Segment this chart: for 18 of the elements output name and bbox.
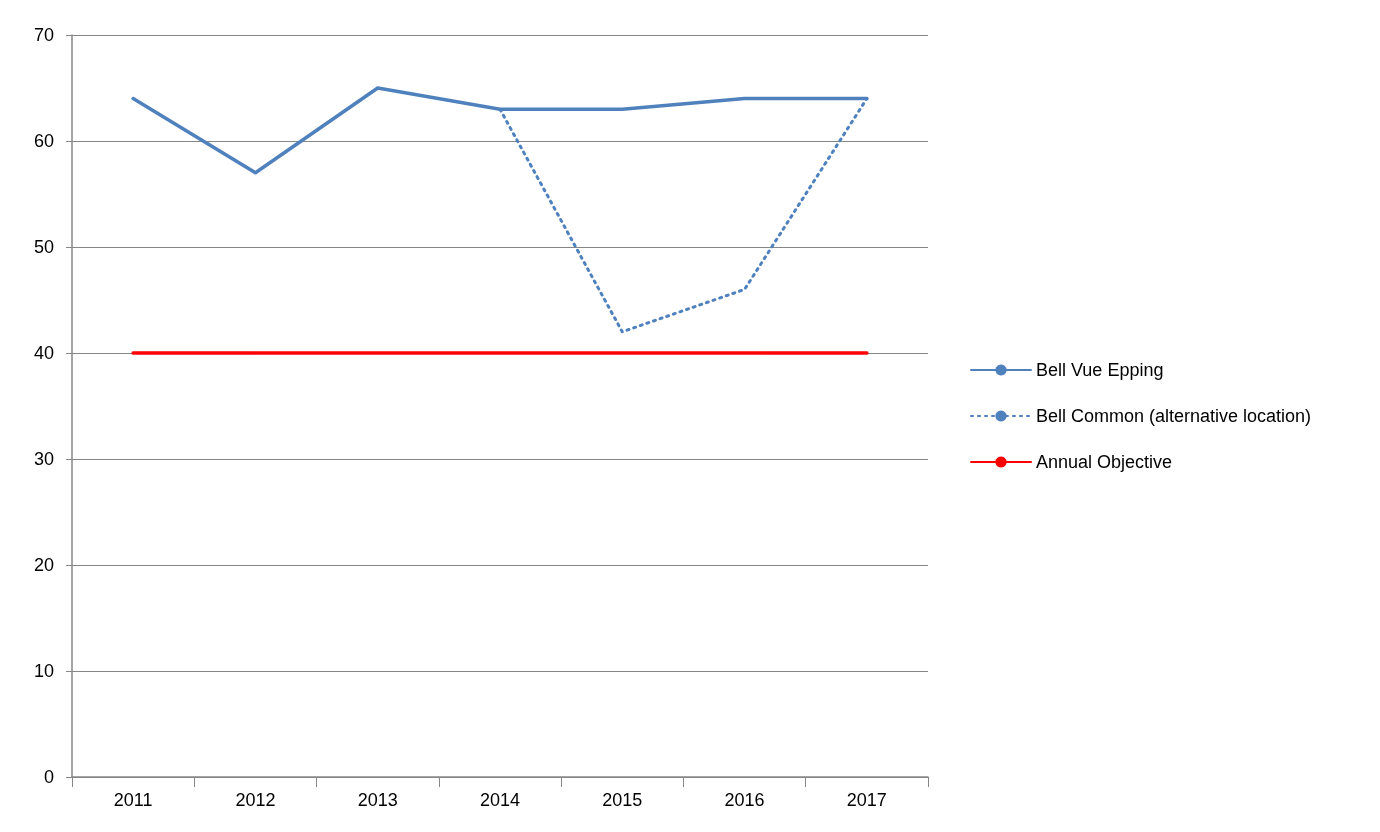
y-tick-label: 10 [33, 661, 54, 681]
y-tick-label: 50 [33, 237, 54, 257]
y-tick-label: 60 [33, 131, 54, 151]
x-tick-label: 2014 [479, 790, 521, 810]
x-tick-label: 2013 [357, 790, 398, 810]
y-tick-label: 70 [33, 25, 54, 45]
y-tick-label: 30 [33, 449, 54, 469]
y-tick-label: 40 [33, 343, 54, 363]
x-tick-label: 2012 [235, 790, 276, 810]
x-tick-label: 2016 [724, 790, 765, 810]
legend-label: Bell Common (alternative location) [1036, 406, 1312, 426]
legend-label: Bell Vue Epping [1036, 360, 1164, 380]
legend-label: Annual Objective [1036, 452, 1173, 472]
x-tick-label: 2017 [846, 790, 887, 810]
y-tick-label: 0 [43, 767, 54, 787]
x-tick-label: 2015 [602, 790, 643, 810]
x-tick-label: 2011 [113, 790, 153, 810]
y-tick-label: 20 [33, 555, 54, 575]
